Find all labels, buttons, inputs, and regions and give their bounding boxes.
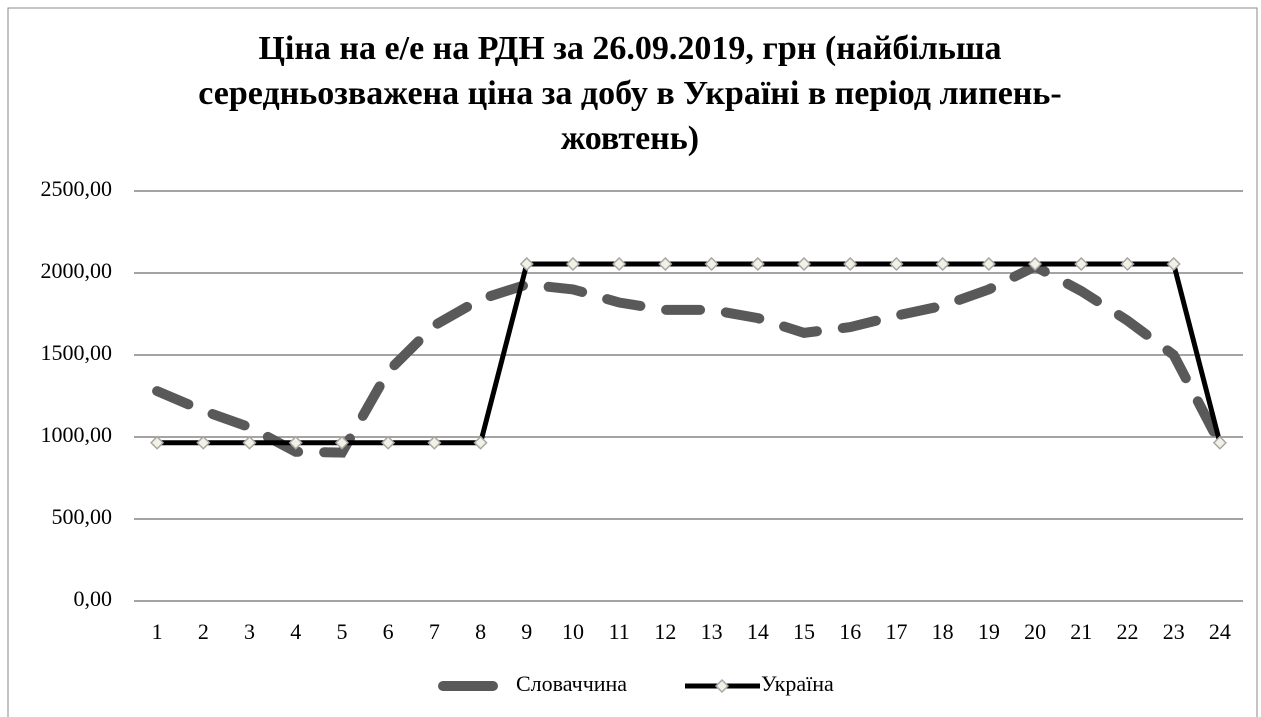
series-line bbox=[157, 261, 1223, 446]
x-tick-label: 7 bbox=[429, 619, 440, 644]
x-tick-label: 1 bbox=[152, 619, 163, 644]
x-tick-label: 21 bbox=[1070, 619, 1092, 644]
x-tick-label: 17 bbox=[885, 619, 907, 644]
chart-title: Ціна на е/е на РДН за 26.09.2019, грн (н… bbox=[198, 30, 1062, 157]
legend-marker bbox=[714, 678, 730, 694]
data-point bbox=[935, 256, 950, 272]
x-tick-label: 14 bbox=[747, 619, 769, 644]
x-tick-label: 4 bbox=[290, 619, 301, 644]
data-point bbox=[150, 435, 165, 450]
x-tick-label: 9 bbox=[521, 619, 532, 644]
x-tick-label: 24 bbox=[1209, 619, 1231, 644]
data-point bbox=[704, 256, 719, 272]
x-tick-label: 23 bbox=[1163, 619, 1185, 644]
x-tick-label: 11 bbox=[609, 619, 630, 644]
data-point bbox=[196, 435, 211, 450]
chart-border bbox=[7, 7, 1258, 717]
x-tick-label: 6 bbox=[383, 619, 394, 644]
data-point bbox=[427, 435, 442, 450]
data-point bbox=[1074, 256, 1089, 272]
x-tick-label: 13 bbox=[701, 619, 723, 644]
x-tick-label: 5 bbox=[336, 619, 347, 644]
x-tick-label: 15 bbox=[793, 619, 815, 644]
x-tick-label: 20 bbox=[1024, 619, 1046, 644]
data-point bbox=[843, 256, 858, 272]
series-line bbox=[152, 260, 1225, 458]
x-tick-label: 2 bbox=[198, 619, 209, 644]
data-point bbox=[242, 435, 257, 450]
data-point bbox=[565, 256, 581, 272]
data-point bbox=[796, 256, 812, 272]
data-point bbox=[658, 256, 673, 272]
legend-label: Словаччина bbox=[516, 671, 627, 696]
data-point bbox=[981, 256, 996, 272]
x-tick-label: 3 bbox=[244, 619, 255, 644]
data-point bbox=[1166, 256, 1181, 272]
x-tick-label: 12 bbox=[654, 619, 676, 644]
legend-label: Україна bbox=[761, 671, 834, 696]
y-tick-label: 500,00 bbox=[52, 504, 113, 529]
data-point bbox=[334, 435, 349, 450]
data-point bbox=[381, 435, 396, 450]
x-tick-label: 22 bbox=[1116, 619, 1138, 644]
x-tick-label: 18 bbox=[932, 619, 954, 644]
data-point bbox=[473, 435, 488, 450]
y-tick-label: 0,00 bbox=[74, 586, 113, 611]
x-tick-label: 8 bbox=[475, 619, 486, 644]
data-point bbox=[1212, 435, 1227, 450]
data-point bbox=[612, 256, 627, 272]
x-tick-label: 19 bbox=[978, 619, 1000, 644]
data-point bbox=[519, 256, 534, 272]
data-point bbox=[1120, 256, 1135, 272]
y-tick-label: 2000,00 bbox=[41, 258, 113, 283]
y-tick-label: 1500,00 bbox=[41, 340, 113, 365]
data-point bbox=[1027, 256, 1043, 272]
x-tick-label: 16 bbox=[839, 619, 861, 644]
data-point bbox=[889, 256, 904, 272]
y-tick-label: 2500,00 bbox=[41, 176, 113, 201]
y-tick-label: 1000,00 bbox=[41, 422, 113, 447]
data-point bbox=[288, 435, 303, 450]
data-point bbox=[750, 256, 765, 272]
x-tick-label: 10 bbox=[562, 619, 584, 644]
